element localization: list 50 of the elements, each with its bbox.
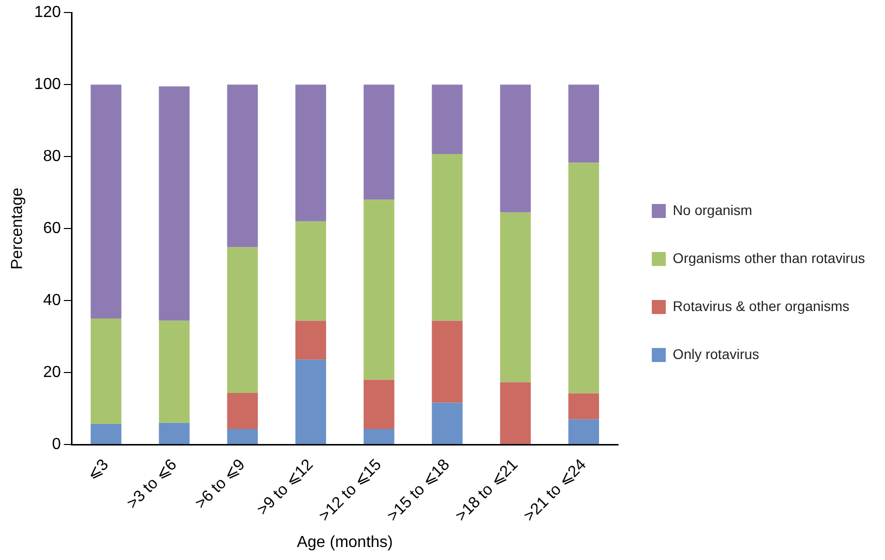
bar xyxy=(227,429,258,444)
x-tick-label: >3 to ⩽6 xyxy=(124,456,180,512)
bar xyxy=(227,247,258,394)
bar xyxy=(432,154,463,321)
y-tick-label: 40 xyxy=(43,292,61,309)
bar xyxy=(295,360,326,444)
x-axis-title: Age (months) xyxy=(296,534,393,551)
bar xyxy=(227,393,258,430)
bar xyxy=(432,84,463,154)
bar xyxy=(227,84,258,248)
bar xyxy=(295,221,326,321)
bar xyxy=(295,320,326,360)
legend-label: Rotavirus & other organisms xyxy=(672,298,850,314)
bar xyxy=(364,380,394,430)
bar xyxy=(90,318,122,424)
bar xyxy=(364,429,394,444)
legend-label: Organisms other than rotavirus xyxy=(672,250,866,266)
x-tick-label: >9 to ⩽12 xyxy=(254,456,317,519)
bar xyxy=(432,320,463,403)
bar xyxy=(500,212,531,382)
y-tick-label: 120 xyxy=(34,4,61,22)
y-tick-label: 0 xyxy=(52,436,61,453)
x-tick-label: >15 to ⩽18 xyxy=(384,456,454,525)
bar xyxy=(90,424,122,444)
bar xyxy=(568,393,600,420)
bar xyxy=(158,320,190,423)
bar xyxy=(568,84,600,163)
y-axis-title: Percentage xyxy=(9,188,26,270)
legend-label: Only rotavirus xyxy=(672,346,760,362)
bar xyxy=(568,162,600,394)
bar xyxy=(158,86,190,321)
y-tick-label: 60 xyxy=(43,220,61,237)
bar xyxy=(364,200,394,380)
x-tick-label: >18 to ⩽21 xyxy=(452,456,522,525)
x-tick-label: >21 to ⩽24 xyxy=(520,456,590,525)
bar xyxy=(158,422,190,444)
y-tick-label: 100 xyxy=(34,76,61,93)
bar xyxy=(500,382,531,444)
bar xyxy=(364,84,394,200)
y-tick-label: 20 xyxy=(43,364,61,381)
legend-label: No organism xyxy=(672,202,752,218)
x-tick-label: >12 to ⩽15 xyxy=(316,456,385,525)
bar xyxy=(432,402,463,444)
bar xyxy=(295,84,326,222)
y-tick-label: 80 xyxy=(43,148,61,165)
bar xyxy=(90,84,122,319)
x-tick-label: >6 to ⩽9 xyxy=(192,456,249,512)
bar xyxy=(568,419,600,444)
bar xyxy=(500,84,531,212)
x-tick-label: ⩽3 xyxy=(84,456,112,484)
